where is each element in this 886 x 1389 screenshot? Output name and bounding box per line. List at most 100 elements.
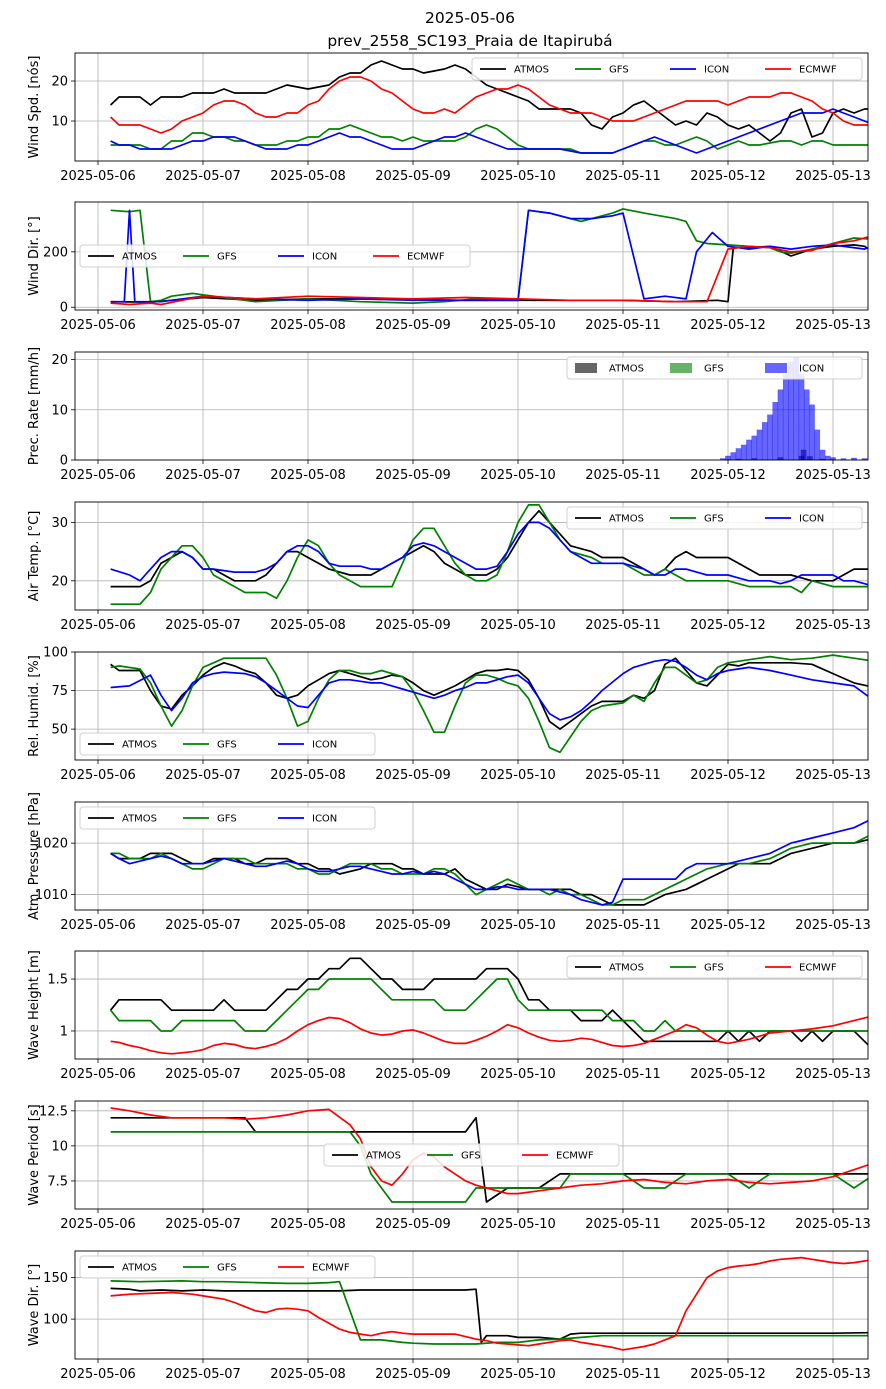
panel-data (110, 819, 868, 906)
precip-bar-icon (772, 402, 779, 460)
x-tick-label: 2025-05-12 (690, 468, 766, 483)
legend: ATMOS GFS ICON (566, 356, 863, 380)
precip-bar-icon (756, 429, 763, 460)
y-axis-label: Wave Height [m] (27, 950, 42, 1060)
legend: ATMOS GFS ICON ECMWF (79, 244, 471, 268)
legend-label-atmos: ATMOS (122, 740, 157, 751)
precip-bar-icon (746, 439, 752, 460)
series-line-ecmwf (110, 1107, 868, 1195)
axes-frame (74, 351, 869, 461)
series-line-icon (110, 658, 868, 721)
y-tick-label: 0 (60, 454, 68, 469)
y-tick-label: 200 (43, 245, 68, 260)
legend-label-atmos: ATMOS (514, 65, 549, 76)
legend-label-gfs: GFS (704, 963, 724, 974)
panel-wave-height-m: 1 1.5 2025-05-06 2025-05-07 2025-05-08 2025-0… (27, 950, 871, 1082)
y-tick-label: 50 (51, 723, 68, 738)
axes-frame (74, 801, 869, 911)
x-tick-label: 2025-05-06 (60, 618, 136, 633)
panel-wind-dir: 0 200 2025-05-06 2025-05-07 2025-05-08 2025-0… (27, 201, 871, 333)
legend-box (471, 57, 863, 81)
x-tick-label: 2025-05-08 (270, 468, 346, 483)
x-tick-label: 2025-05-07 (165, 768, 241, 783)
x-tick-label: 2025-05-10 (480, 468, 556, 483)
legend-label-gfs: GFS (217, 740, 237, 751)
panel-air-temp-c: 20 30 2025-05-06 2025-05-07 2025-05-08 2025-0… (27, 501, 871, 633)
y-tick-label: 1010 (35, 888, 68, 903)
figure-title-station: prev_2558_SC193_Praia de Itapirubá (327, 32, 612, 51)
x-tick-label: 2025-05-10 (480, 618, 556, 633)
x-tick-label: 2025-05-09 (375, 169, 451, 184)
y-axis-label: Atm. Pressure [hPa] (27, 792, 42, 920)
panel-data (110, 60, 868, 154)
y-axis-label: Rel. Humid. [%] (27, 655, 42, 757)
legend: ATMOS GFS ICON (79, 806, 376, 830)
x-tick-label: 2025-05-07 (165, 918, 241, 933)
legend-label-atmos: ATMOS (122, 814, 157, 825)
legend-label-ecmwf: ECMWF (799, 65, 837, 76)
legend-label-icon: ICON (312, 814, 337, 825)
series-line-icon (110, 521, 868, 586)
x-tick-label: 2025-05-09 (375, 618, 451, 633)
series-line-atmos (110, 657, 868, 730)
legend-label-icon: ICON (799, 364, 824, 375)
legend-label-atmos: ATMOS (122, 1263, 157, 1274)
series-line-atmos (109, 957, 868, 1046)
x-tick-label: 2025-05-08 (270, 1367, 346, 1382)
x-tick-label: 2025-05-10 (480, 1217, 556, 1232)
precip-bar-icon (803, 389, 810, 460)
x-tick-label: 2025-05-13 (795, 918, 871, 933)
series-line-gfs (110, 835, 868, 906)
panel-atm-pressure-hpa: 1010 1020 2025-05-06 2025-05-07 2025-05-08 20… (27, 792, 871, 933)
series-line-atmos (110, 1287, 868, 1344)
legend-label-gfs: GFS (461, 1151, 481, 1162)
legend-label-atmos: ATMOS (122, 252, 157, 263)
panel-data (110, 504, 868, 606)
legend-label-ecmwf: ECMWF (407, 252, 445, 263)
axes-frame (74, 950, 869, 1060)
x-tick-label: 2025-05-08 (270, 318, 346, 333)
x-tick-label: 2025-05-10 (480, 918, 556, 933)
y-axis-label: Wave Dir. [°] (27, 1264, 42, 1347)
x-tick-label: 2025-05-13 (795, 618, 871, 633)
legend-label-atmos: ATMOS (366, 1151, 401, 1162)
x-tick-label: 2025-05-07 (165, 618, 241, 633)
series-line-atmos (110, 60, 868, 142)
legend: ATMOS GFS ICON ECMWF (471, 57, 863, 81)
x-tick-label: 2025-05-10 (480, 169, 556, 184)
legend-label-icon: ICON (312, 740, 337, 751)
legend-swatch-gfs (670, 363, 692, 373)
x-tick-label: 2025-05-12 (690, 618, 766, 633)
x-tick-label: 2025-05-13 (795, 1217, 871, 1232)
x-tick-label: 2025-05-13 (795, 318, 871, 333)
x-tick-label: 2025-05-06 (60, 318, 136, 333)
legend: ATMOS GFS ECMWF (566, 955, 863, 979)
x-tick-label: 2025-05-07 (165, 318, 241, 333)
series-line-icon (110, 819, 868, 906)
series-line-gfs (110, 1280, 868, 1345)
panel-wave-dir: 100 150 2025-05-06 2025-05-07 2025-05-08 2025… (27, 1250, 871, 1382)
x-tick-label: 2025-05-09 (375, 318, 451, 333)
series-line-gfs (110, 654, 868, 754)
legend-label-gfs: GFS (217, 252, 237, 263)
legend: ATMOS GFS ICON (566, 506, 863, 530)
legend-label-atmos: ATMOS (609, 364, 644, 375)
series-line-gfs (109, 978, 868, 1032)
y-tick-label: 100 (43, 646, 68, 661)
axes-frame (74, 501, 869, 611)
precip-bar-icon (735, 448, 742, 460)
x-tick-label: 2025-05-10 (480, 1367, 556, 1382)
legend-label-gfs: GFS (217, 1263, 237, 1274)
x-tick-label: 2025-05-13 (795, 169, 871, 184)
legend-box (566, 506, 863, 530)
precip-bar-icon (798, 374, 805, 460)
panel-rel-humid: 50 75 100 2025-05-06 2025-05-07 2025-05-08 202… (27, 646, 871, 784)
precip-bar-icon (730, 452, 737, 460)
x-tick-label: 2025-05-10 (480, 318, 556, 333)
legend: ATMOS GFS ECMWF (323, 1143, 620, 1167)
x-tick-label: 2025-05-06 (60, 918, 136, 933)
y-tick-label: 30 (51, 516, 68, 531)
axes-frame (74, 52, 869, 162)
panel-wind-spd-n-s: 10 20 2025-05-06 2025-05-07 2025-05-08 2025-0… (27, 52, 871, 184)
